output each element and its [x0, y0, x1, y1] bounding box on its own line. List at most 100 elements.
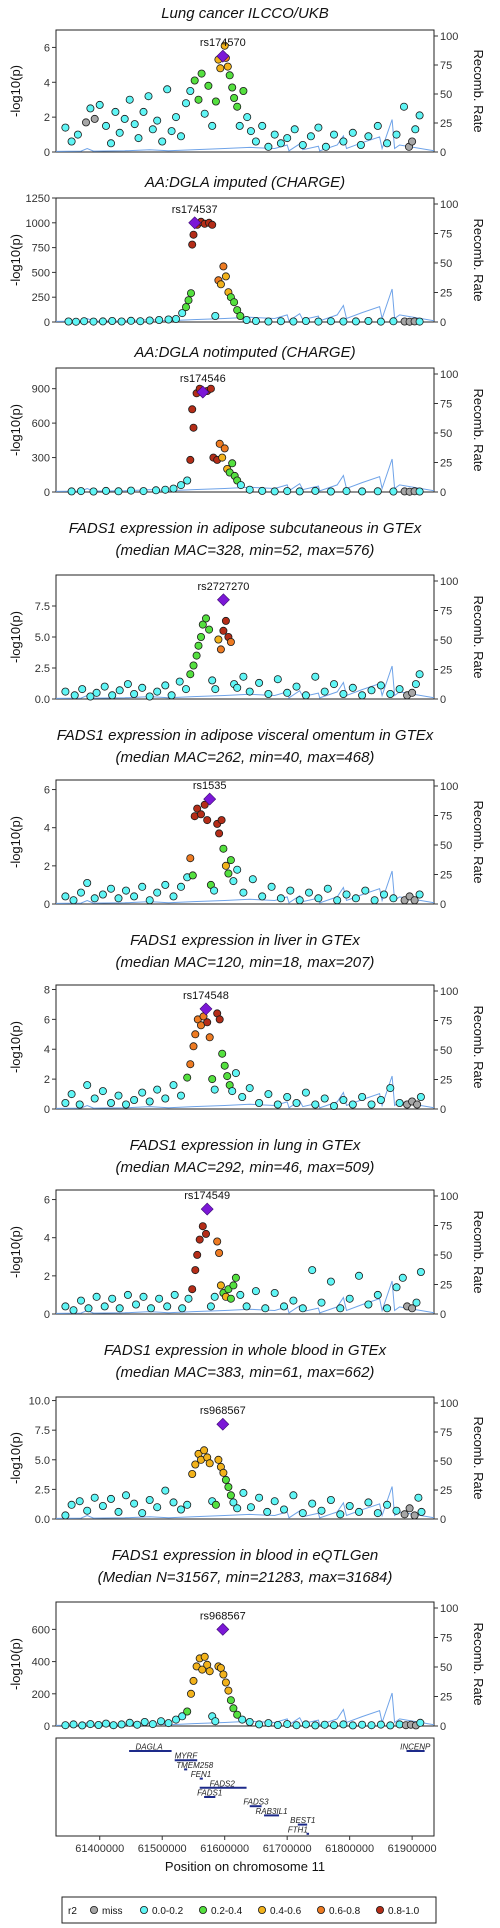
snp-point: [186, 289, 195, 298]
snp-point: [114, 894, 123, 903]
snp-point: [416, 1093, 425, 1102]
snp-point: [205, 625, 214, 634]
snp-point: [153, 687, 162, 696]
snp-point: [376, 317, 385, 326]
snp-point: [301, 316, 310, 325]
snp-point: [264, 1719, 273, 1728]
snp-point: [216, 280, 225, 289]
snp-point: [283, 1720, 292, 1729]
snp-point: [215, 439, 224, 448]
snp-point: [236, 1290, 245, 1299]
snp-point: [213, 1237, 222, 1246]
snp-point: [239, 1488, 248, 1497]
right-tick-label: 75: [440, 60, 452, 72]
lead-snp-label: rs174570: [200, 37, 246, 49]
snp-point: [361, 886, 370, 895]
snp-point: [333, 896, 342, 905]
snp-point: [273, 675, 282, 684]
snp-point: [195, 1235, 204, 1244]
y-tick-label: 4: [44, 1233, 50, 1245]
snp-point: [386, 1721, 395, 1730]
panel-title: (Median N=31567, min=21283, max=31684): [98, 1569, 393, 1586]
snp-point: [279, 1302, 288, 1311]
snp-point: [243, 113, 252, 122]
plot-frame: [55, 1601, 435, 1727]
snp-point: [219, 626, 228, 635]
snp-point: [373, 121, 382, 130]
snp-point: [151, 486, 160, 495]
y-tick-label: 500: [32, 267, 50, 279]
snp-point: [188, 1285, 197, 1294]
snp-point: [329, 1721, 338, 1730]
snp-point: [189, 661, 198, 670]
snp-point: [326, 1277, 335, 1286]
snp-point: [73, 130, 82, 139]
right-tick-label: 25: [440, 118, 452, 130]
snp-point: [200, 1446, 209, 1455]
right-tick-label: 75: [440, 1016, 452, 1028]
snp-point: [373, 487, 382, 496]
snp-point: [145, 316, 154, 325]
snp-point: [186, 1060, 195, 1069]
snp-point: [245, 687, 254, 696]
snp-point: [153, 888, 162, 897]
snp-point: [120, 114, 129, 123]
snp-point: [389, 317, 398, 326]
y-tick-label: 0: [44, 1104, 50, 1116]
snp-point: [376, 681, 385, 690]
right-tick-label: 0: [440, 1309, 446, 1321]
snp-point: [107, 884, 116, 893]
snp-point: [301, 1088, 310, 1097]
snp-point: [233, 1504, 242, 1513]
snp-point: [134, 134, 143, 143]
plot-frame: [55, 197, 435, 323]
lead-snp-marker: [217, 593, 230, 607]
right-tick-label: 50: [440, 840, 452, 852]
y-tick-label: 2.5: [35, 1484, 50, 1496]
snp-point: [236, 481, 245, 490]
snp-point: [75, 1497, 84, 1506]
snp-point: [290, 125, 299, 134]
snp-point: [239, 672, 248, 681]
snp-point: [102, 1719, 111, 1728]
gene-label: DAGLA: [136, 1743, 163, 1752]
snp-point: [320, 1094, 329, 1103]
snp-point: [276, 317, 285, 326]
y-tick-label: 0.0: [35, 694, 50, 706]
snp-point: [358, 487, 367, 496]
snp-point: [410, 1511, 419, 1520]
y-tick-label: 6: [44, 785, 50, 797]
snp-point: [189, 423, 198, 432]
gene-label: MYRF: [175, 1752, 199, 1761]
snp-point: [356, 140, 365, 149]
snp-point: [329, 130, 338, 139]
snp-point: [130, 892, 139, 901]
snp-point: [107, 139, 116, 148]
panel-title: FADS1 expression in blood in eQTLGen: [112, 1547, 379, 1564]
gene-label: RAB3IL1: [256, 1807, 288, 1816]
snp-point: [176, 1505, 185, 1514]
snp-point: [145, 692, 154, 701]
snp-point: [69, 1306, 78, 1315]
snp-point: [115, 128, 124, 137]
lead-snp-marker: [216, 1417, 230, 1431]
legend-swatch: [316, 1906, 325, 1915]
snp-point: [255, 678, 264, 687]
snp-point: [221, 1475, 230, 1484]
snp-point: [348, 128, 357, 137]
snp-point: [189, 230, 198, 239]
snp-point: [181, 99, 190, 108]
snp-point: [69, 1720, 78, 1729]
snp-point: [145, 1496, 154, 1505]
snp-point: [264, 317, 273, 326]
snp-point: [211, 97, 220, 106]
snp-point: [210, 886, 219, 895]
snp-point: [389, 487, 398, 496]
snp-point: [215, 1249, 224, 1258]
panel-title: AA:DGLA imputed (CHARGE): [144, 174, 345, 191]
y-axis-label: -log10(p): [8, 1226, 23, 1278]
snp-point: [415, 670, 424, 679]
snp-point: [164, 1719, 173, 1728]
y-axis-label: -log10(p): [8, 1432, 23, 1484]
snp-point: [111, 107, 120, 116]
